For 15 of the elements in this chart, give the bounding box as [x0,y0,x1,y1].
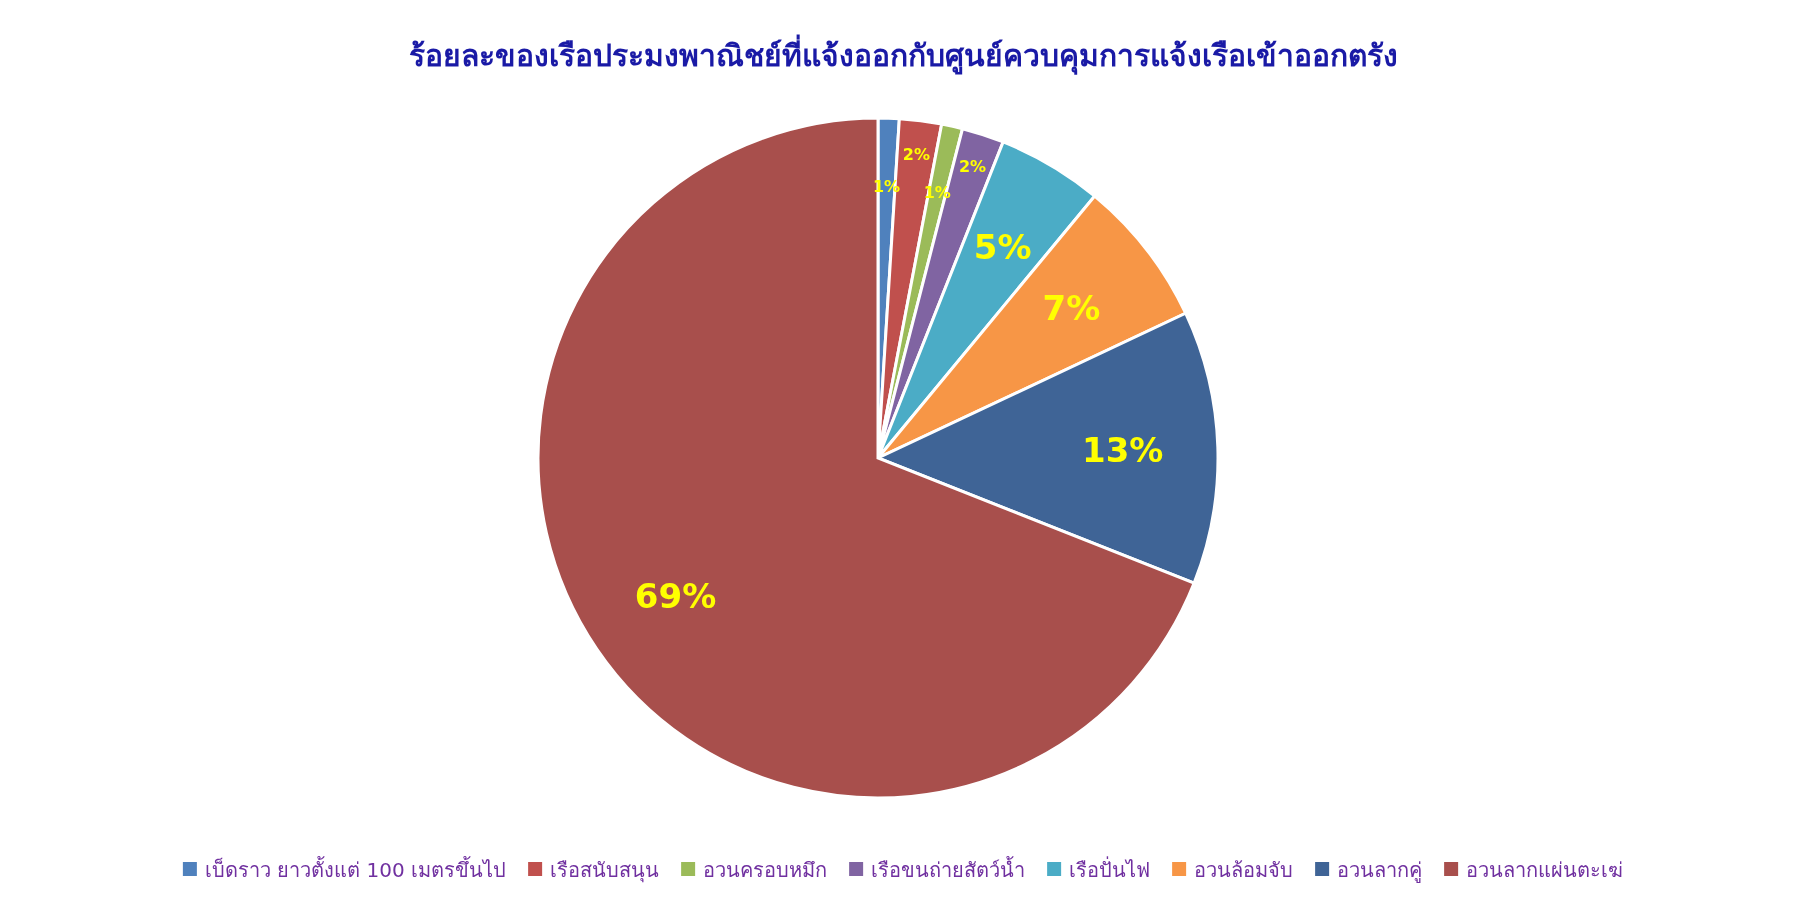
data-label: 69% [634,575,717,616]
data-label: 2% [958,157,987,177]
data-label: 2% [902,144,930,164]
data-label: 5% [973,227,1032,268]
legend-label: เบ็ดราว ยาวตั้งแต่ 100 เมตรขึ้นไป [204,856,507,882]
legend-label: เรือสนับสนุน [550,858,660,883]
data-label: 13% [1081,430,1164,471]
legend-label: อวนลากแผ่นตะเฆ่ [1466,858,1624,882]
data-label: 7% [1042,287,1101,328]
legend-label: อวนครอบหมึก [703,858,828,882]
legend-label: อวนล้อมจับ [1194,858,1294,882]
legend-label: เรือปั่นไฟ [1069,856,1151,882]
chart-title: ร้อยละของเรือประมงพาณิชย์ที่แจ้งออกกับศูนย์ควบคุมการแจ้งเรือเข้าออกตรัง [408,34,1398,75]
legend-label: อวนลากคู่ [1337,858,1423,883]
legend-label: เรือขนถ่ายสัตว์น้ำ [871,856,1026,882]
